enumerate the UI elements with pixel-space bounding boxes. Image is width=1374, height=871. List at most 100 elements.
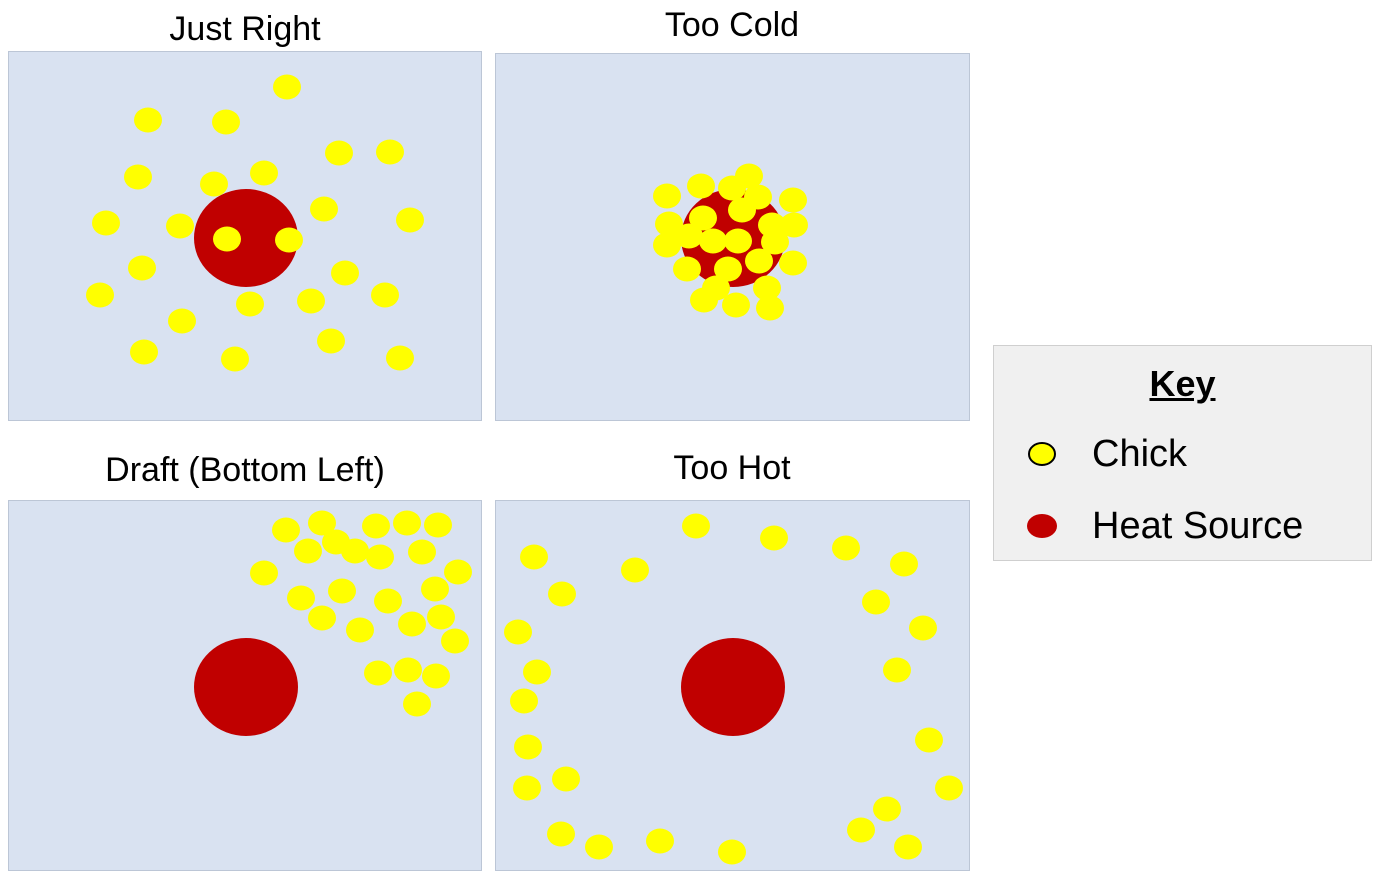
- panel-draft: [8, 500, 482, 871]
- chick: [376, 139, 404, 165]
- chick: [317, 328, 345, 354]
- chick: [673, 256, 701, 282]
- chick: [779, 250, 807, 276]
- chick: [745, 248, 773, 274]
- chick: [364, 660, 392, 686]
- chick: [408, 539, 436, 565]
- panel-title-draft: Draft (Bottom Left): [105, 451, 385, 489]
- chick: [510, 688, 538, 714]
- panel-too-hot-canvas: [504, 513, 963, 865]
- chick: [646, 828, 674, 854]
- chick: [366, 544, 394, 570]
- chick: [374, 588, 402, 614]
- chick: [393, 510, 421, 536]
- chick: [761, 229, 789, 255]
- chick: [547, 821, 575, 847]
- chick: [621, 557, 649, 583]
- panel-draft-canvas: [194, 510, 472, 736]
- chick: [86, 282, 114, 308]
- chick: [756, 295, 784, 321]
- panel-too-cold-canvas: [653, 163, 808, 321]
- chick: [504, 619, 532, 645]
- chick: [444, 559, 472, 585]
- chick: [362, 513, 390, 539]
- chick: [915, 727, 943, 753]
- chick: [675, 223, 703, 249]
- chick: [396, 207, 424, 233]
- chick: [728, 197, 756, 223]
- chick: [394, 657, 422, 683]
- chick: [236, 291, 264, 317]
- chick-icon: [1028, 442, 1056, 466]
- panel-title-just-right: Just Right: [169, 10, 321, 48]
- key-title: Key: [1149, 363, 1216, 404]
- chick: [718, 175, 746, 201]
- key-legend: Key Chick Heat Source: [993, 345, 1372, 561]
- chick: [890, 551, 918, 577]
- panel-too-cold: [495, 53, 970, 421]
- chick: [287, 585, 315, 611]
- chick: [427, 604, 455, 630]
- chick: [753, 275, 781, 301]
- chick: [760, 525, 788, 551]
- chick: [832, 535, 860, 561]
- chick: [250, 560, 278, 586]
- chick: [873, 796, 901, 822]
- chick: [682, 513, 710, 539]
- chick: [894, 834, 922, 860]
- panel-just-right-canvas: [86, 74, 424, 372]
- chick: [294, 538, 322, 564]
- chick: [655, 211, 683, 237]
- heat-source: [194, 638, 298, 736]
- chick: [718, 839, 746, 865]
- chick: [331, 260, 359, 286]
- chick: [166, 213, 194, 239]
- key-label-heat-source: Heat Source: [1092, 505, 1304, 547]
- chick: [424, 512, 452, 538]
- chick: [168, 308, 196, 334]
- chick: [422, 663, 450, 689]
- chick: [328, 578, 356, 604]
- chick: [200, 171, 228, 197]
- chick: [548, 581, 576, 607]
- chick: [514, 734, 542, 760]
- chick: [421, 576, 449, 602]
- chick: [221, 346, 249, 372]
- chick: [862, 589, 890, 615]
- chick: [273, 74, 301, 100]
- chick: [134, 107, 162, 133]
- chick: [128, 255, 156, 281]
- chick: [523, 659, 551, 685]
- panel-too-hot: [495, 500, 970, 871]
- chick: [275, 227, 303, 253]
- chick: [689, 205, 717, 231]
- chick: [371, 282, 399, 308]
- chick: [92, 210, 120, 236]
- chick: [124, 164, 152, 190]
- chick: [346, 617, 374, 643]
- chick: [699, 228, 727, 254]
- chick: [714, 256, 742, 282]
- chick: [341, 538, 369, 564]
- chick: [909, 615, 937, 641]
- chick: [213, 226, 241, 252]
- key-label-chick: Chick: [1092, 433, 1188, 475]
- chick: [552, 766, 580, 792]
- chick: [935, 775, 963, 801]
- chick: [520, 544, 548, 570]
- chick: [722, 292, 750, 318]
- panel-title-too-hot: Too Hot: [673, 449, 791, 487]
- chick: [308, 605, 336, 631]
- chick: [297, 288, 325, 314]
- chick: [310, 196, 338, 222]
- chick: [690, 287, 718, 313]
- heat-source: [194, 189, 298, 287]
- chick: [883, 657, 911, 683]
- chick: [513, 775, 541, 801]
- chick: [779, 187, 807, 213]
- chick: [403, 691, 431, 717]
- chick: [724, 228, 752, 254]
- chick: [653, 232, 681, 258]
- chick: [653, 183, 681, 209]
- chick: [308, 510, 336, 536]
